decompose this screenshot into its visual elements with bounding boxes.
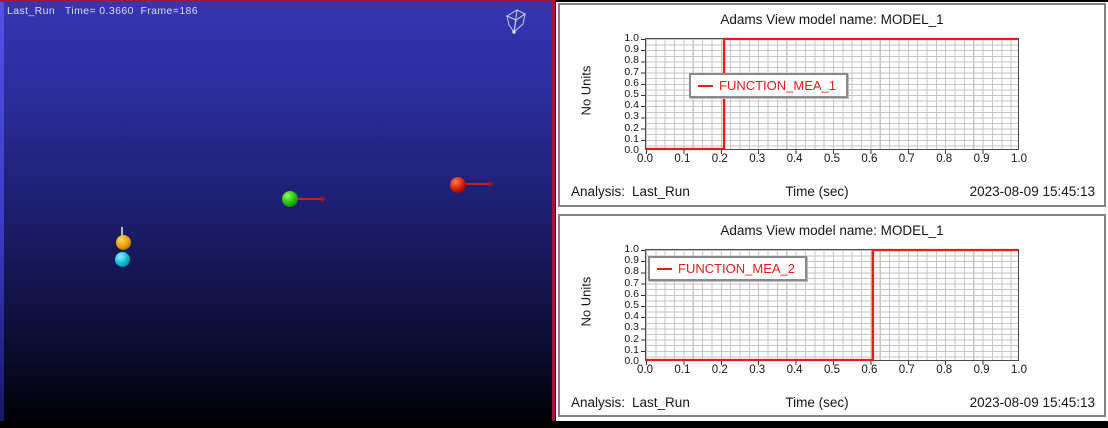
y-tick-label: 0.7 [624, 65, 639, 78]
y-tick-label: 0.9 [624, 254, 639, 267]
plot-grid: FUNCTION_MEA_2 [641, 248, 1020, 365]
red-marker-axis-line [465, 183, 489, 185]
legend-label: FUNCTION_MEA_2 [678, 261, 796, 276]
y-tick-label: 0.1 [624, 343, 639, 356]
x-tick-label: 0.3 [749, 153, 766, 165]
y-tick-label: 0.1 [624, 132, 639, 145]
legend-box[interactable]: FUNCTION_MEA_2 [648, 256, 808, 281]
green-marker-axis-line [297, 198, 321, 200]
x-tick-label: 0.8 [936, 153, 953, 165]
x-tick-label: 0.5 [824, 153, 840, 165]
y-tick-label: 0.6 [624, 287, 639, 300]
y-tick-label: 0.4 [624, 310, 639, 323]
x-tick-label: 0.2 [711, 364, 728, 376]
y-tick-label: 0.3 [624, 110, 639, 123]
y-tick-label: 0.0 [624, 355, 639, 367]
y-tick-label: 0.5 [624, 88, 639, 100]
plot-window-1[interactable]: Adams View model name: MODEL_1 No Units … [558, 3, 1106, 207]
green-marker-arrowhead-icon [321, 196, 326, 202]
y-tick-label: 0.8 [624, 265, 639, 278]
x-axis-label: Time (sec) [785, 184, 849, 199]
x-tick-label: 0.4 [786, 153, 803, 165]
analysis-label: Analysis: [571, 184, 626, 199]
x-tick-label: 0.9 [973, 364, 990, 376]
y-tick-label: 0.0 [624, 144, 639, 156]
legend-box[interactable]: FUNCTION_MEA_1 [689, 73, 849, 98]
y-tick-label: 1.0 [624, 32, 639, 44]
analysis-field: Analysis: Last_Run [571, 395, 690, 410]
view-orientation-triad-icon[interactable] [501, 7, 531, 38]
y-tick-label: 0.6 [624, 76, 639, 89]
green-sphere-part[interactable] [282, 191, 298, 207]
x-axis-tick-labels: 0.0 0.1 0.2 0.3 0.4 0.5 0.6 0.7 0.8 0.9 1.0 [637, 153, 1027, 167]
yellow-marker-axis-line [121, 227, 123, 237]
x-tick-label: 1.0 [1011, 364, 1027, 376]
x-tick-label: 0.0 [637, 153, 653, 165]
x-axis-label: Time (sec) [785, 395, 849, 410]
analysis-value: Last_Run [632, 395, 690, 410]
viewport-status-text: Last_Run Time= 0.3660 Frame=186 [7, 5, 199, 17]
y-tick-label: 0.3 [624, 321, 639, 334]
legend-label: FUNCTION_MEA_1 [719, 78, 837, 93]
yellow-sphere-part[interactable] [116, 235, 131, 250]
plot-title: Adams View model name: MODEL_1 [720, 223, 944, 238]
x-tick-label: 0.7 [898, 153, 915, 165]
y-tick-label: 0.4 [624, 99, 639, 112]
red-sphere-part[interactable] [450, 177, 466, 193]
analysis-value: Last_Run [632, 184, 690, 199]
x-tick-label: 0.7 [898, 364, 915, 376]
y-tick-label: 0.9 [624, 43, 639, 56]
y-axis-tick-labels: 1.0 0.9 0.8 0.7 0.6 0.5 0.4 0.3 0.2 0.1 0.0 [607, 33, 641, 156]
x-tick-label: 0.4 [786, 364, 803, 376]
y-tick-label: 1.0 [624, 243, 639, 255]
plot-panels-area: Adams View model name: MODEL_1 No Units … [556, 2, 1108, 421]
x-tick-label: 0.8 [936, 364, 953, 376]
y-tick-label: 0.2 [624, 332, 639, 345]
x-tick-label: 0.0 [637, 364, 653, 376]
x-tick-label: 0.1 [674, 153, 691, 165]
cyan-sphere-part[interactable] [115, 252, 130, 267]
x-tick-label: 0.3 [749, 364, 766, 376]
plot-title: Adams View model name: MODEL_1 [720, 12, 944, 27]
y-axis-tick-labels: 1.0 0.9 0.8 0.7 0.6 0.5 0.4 0.3 0.2 0.1 0.0 [607, 244, 641, 367]
plot-footer: Analysis: Last_Run Time (sec) 2023-08-09 … [560, 184, 1104, 202]
x-tick-label: 0.6 [861, 153, 878, 165]
analysis-field: Analysis: Last_Run [571, 184, 690, 199]
x-tick-label: 0.6 [861, 364, 878, 376]
legend-line-swatch-icon [698, 84, 713, 87]
viewport-edge-highlight [0, 2, 4, 421]
plot-window-2[interactable]: Adams View model name: MODEL_1 No Units … [558, 214, 1106, 417]
3d-viewport[interactable]: Last_Run Time= 0.3660 Frame=186 [0, 0, 555, 421]
curve-function-mea-2 [646, 248, 1018, 362]
x-tick-label: 0.5 [824, 364, 840, 376]
x-tick-label: 0.2 [711, 153, 728, 165]
red-marker-arrowhead-icon [489, 181, 494, 187]
x-tick-label: 0.9 [973, 153, 990, 165]
x-tick-label: 0.1 [674, 364, 691, 376]
x-tick-label: 1.0 [1011, 153, 1027, 165]
y-tick-label: 0.7 [624, 276, 639, 289]
x-axis-tick-labels: 0.0 0.1 0.2 0.3 0.4 0.5 0.6 0.7 0.8 0.9 1.0 [637, 364, 1027, 378]
y-axis-label: No Units [578, 65, 594, 116]
y-axis-label: No Units [578, 276, 594, 327]
plot-timestamp: 2023-08-09 15:45:13 [969, 184, 1095, 199]
analysis-label: Analysis: [571, 395, 626, 410]
y-tick-label: 0.5 [624, 299, 639, 311]
plot-footer: Analysis: Last_Run Time (sec) 2023-08-09 … [560, 395, 1104, 413]
y-tick-label: 0.2 [624, 121, 639, 134]
legend-line-swatch-icon [657, 267, 672, 270]
plot-timestamp: 2023-08-09 15:45:13 [969, 395, 1095, 410]
plot-grid: FUNCTION_MEA_1 [641, 37, 1020, 154]
y-tick-label: 0.8 [624, 54, 639, 67]
